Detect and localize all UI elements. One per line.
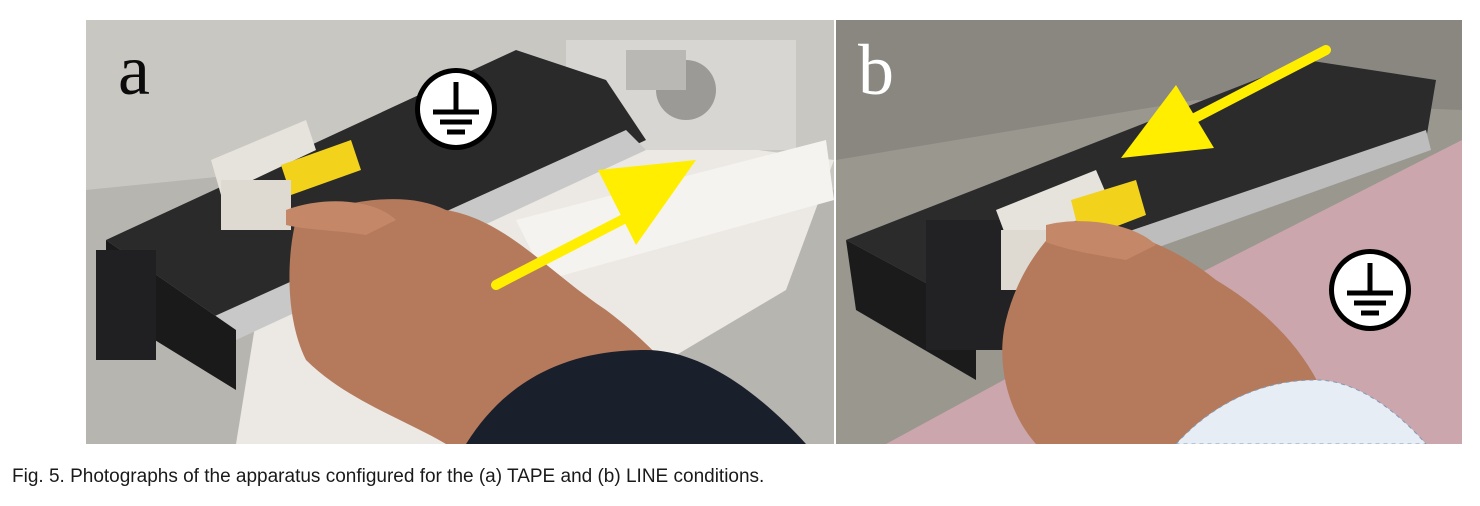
photo-panel-b: b [836,20,1462,444]
braille-display [106,50,646,330]
ground-symbol-icon [415,68,497,150]
arrow-line [491,205,646,290]
figure-caption: Fig. 5. Photographs of the apparatus con… [12,466,765,487]
ground-symbol-icon [1329,249,1411,331]
hand [1002,227,1326,444]
arrow-head [1121,85,1214,158]
shirt-cuff [1176,380,1426,444]
photo-panel-a: a [86,20,834,444]
lego-brick-yellow [281,140,361,195]
photo-a-scene [86,20,834,444]
panel-label-b: b [858,30,894,110]
lego-brick-white [211,120,316,195]
sleeve [466,350,806,444]
panel-label-a: a [118,30,150,110]
arrow-head [598,160,696,245]
photo-b-scene [836,20,1462,444]
arrow-line [1186,45,1331,125]
figure: a [86,20,1462,444]
